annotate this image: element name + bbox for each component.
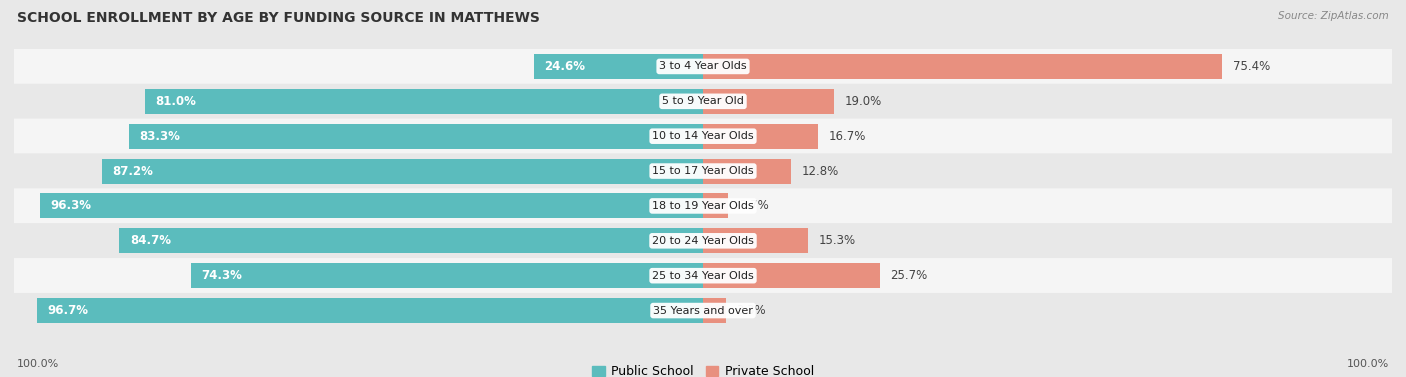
Bar xyxy=(145,89,703,114)
Bar xyxy=(703,193,728,219)
Text: 81.0%: 81.0% xyxy=(155,95,197,108)
Legend: Public School, Private School: Public School, Private School xyxy=(588,360,818,377)
Text: 25 to 34 Year Olds: 25 to 34 Year Olds xyxy=(652,271,754,281)
Text: 3 to 4 Year Olds: 3 to 4 Year Olds xyxy=(659,61,747,72)
Text: 12.8%: 12.8% xyxy=(801,165,839,178)
Text: 3.7%: 3.7% xyxy=(738,199,769,212)
Bar xyxy=(533,54,703,79)
Text: 87.2%: 87.2% xyxy=(112,165,153,178)
FancyBboxPatch shape xyxy=(14,293,1392,328)
FancyBboxPatch shape xyxy=(14,258,1392,293)
Text: 96.7%: 96.7% xyxy=(48,304,89,317)
Bar xyxy=(37,298,703,323)
FancyBboxPatch shape xyxy=(14,84,1392,119)
Text: 19.0%: 19.0% xyxy=(844,95,882,108)
Text: 84.7%: 84.7% xyxy=(129,234,170,247)
FancyBboxPatch shape xyxy=(14,223,1392,258)
Text: Source: ZipAtlas.com: Source: ZipAtlas.com xyxy=(1278,11,1389,21)
Text: 74.3%: 74.3% xyxy=(201,269,242,282)
Text: 25.7%: 25.7% xyxy=(890,269,928,282)
Bar xyxy=(703,298,725,323)
Bar xyxy=(703,263,880,288)
FancyBboxPatch shape xyxy=(14,119,1392,154)
FancyBboxPatch shape xyxy=(14,188,1392,224)
Bar xyxy=(703,228,808,253)
Text: 5 to 9 Year Old: 5 to 9 Year Old xyxy=(662,96,744,106)
Text: 100.0%: 100.0% xyxy=(1347,359,1389,369)
Text: 35 Years and over: 35 Years and over xyxy=(652,305,754,316)
Text: SCHOOL ENROLLMENT BY AGE BY FUNDING SOURCE IN MATTHEWS: SCHOOL ENROLLMENT BY AGE BY FUNDING SOUR… xyxy=(17,11,540,25)
Text: 96.3%: 96.3% xyxy=(49,199,91,212)
Bar xyxy=(703,89,834,114)
FancyBboxPatch shape xyxy=(14,49,1392,84)
Text: 24.6%: 24.6% xyxy=(544,60,585,73)
Bar xyxy=(120,228,703,253)
Text: 20 to 24 Year Olds: 20 to 24 Year Olds xyxy=(652,236,754,246)
Text: 18 to 19 Year Olds: 18 to 19 Year Olds xyxy=(652,201,754,211)
Text: 3.3%: 3.3% xyxy=(737,304,766,317)
Bar xyxy=(191,263,703,288)
Text: 16.7%: 16.7% xyxy=(828,130,866,143)
Text: 15.3%: 15.3% xyxy=(818,234,856,247)
Text: 83.3%: 83.3% xyxy=(139,130,180,143)
Bar xyxy=(703,54,1222,79)
Text: 75.4%: 75.4% xyxy=(1233,60,1270,73)
Bar xyxy=(39,193,703,219)
FancyBboxPatch shape xyxy=(14,153,1392,188)
Bar xyxy=(703,158,792,184)
Bar xyxy=(129,124,703,149)
Bar xyxy=(703,124,818,149)
Bar xyxy=(103,158,703,184)
Text: 15 to 17 Year Olds: 15 to 17 Year Olds xyxy=(652,166,754,176)
Text: 10 to 14 Year Olds: 10 to 14 Year Olds xyxy=(652,131,754,141)
Text: 100.0%: 100.0% xyxy=(17,359,59,369)
